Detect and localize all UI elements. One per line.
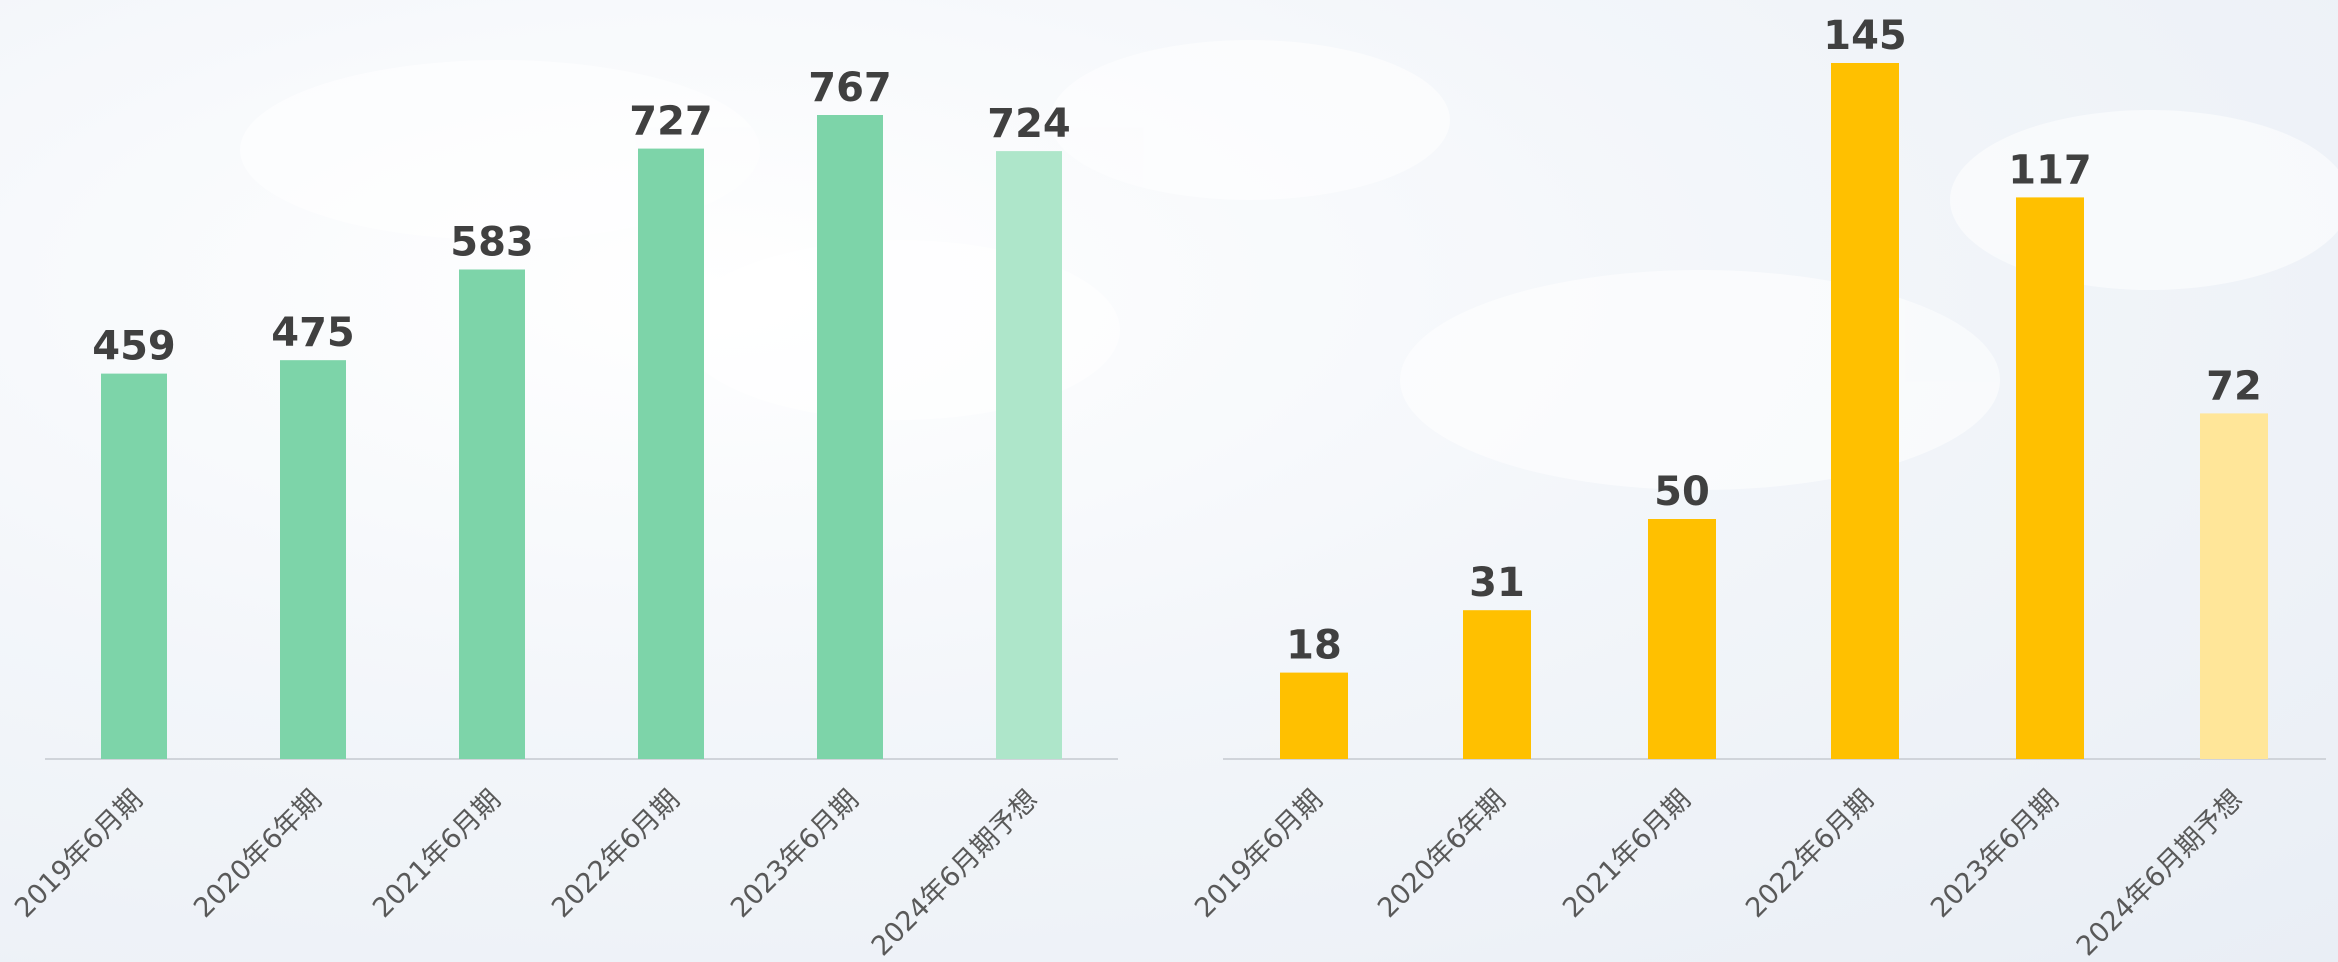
x-tick-label: 2020年6年期	[188, 784, 328, 924]
data-label: 767	[808, 65, 892, 111]
bar	[638, 148, 704, 760]
bar	[1831, 63, 1899, 759]
data-label: 50	[1654, 469, 1710, 515]
data-label: 31	[1469, 560, 1525, 606]
x-tick-label: 2020年6年期	[1372, 784, 1512, 924]
x-tick-label: 2019年6月期	[1189, 784, 1329, 924]
bar	[996, 151, 1062, 759]
bar	[817, 115, 883, 759]
data-label: 475	[271, 310, 355, 356]
x-tick-label: 2022年6月期	[546, 784, 686, 924]
bar	[2016, 197, 2084, 759]
data-label: 727	[629, 99, 713, 145]
bar	[1648, 519, 1716, 759]
bar	[101, 373, 167, 759]
x-tick-label: 2019年6月期	[9, 784, 149, 924]
x-tick-label: 2021年6月期	[1557, 784, 1697, 924]
x-tick-label: 2022年6月期	[1740, 784, 1880, 924]
data-label: 117	[2008, 147, 2092, 193]
data-label: 145	[1823, 13, 1907, 59]
bar	[459, 269, 525, 759]
data-label: 72	[2206, 363, 2262, 409]
bar	[280, 360, 346, 759]
x-tick-label: 2023年6月期	[725, 784, 865, 924]
bar	[1463, 610, 1531, 759]
bar	[1280, 672, 1348, 759]
data-label: 18	[1286, 623, 1342, 669]
data-label: 724	[987, 101, 1071, 147]
x-tick-label: 2024年6月期予想	[2071, 784, 2249, 962]
x-tick-label: 2024年6月期予想	[866, 784, 1044, 962]
data-label: 459	[92, 324, 176, 370]
x-tick-label: 2023年6月期	[1925, 784, 2065, 924]
bar	[2200, 413, 2268, 759]
data-label: 583	[450, 219, 534, 265]
x-tick-label: 2021年6月期	[367, 784, 507, 924]
